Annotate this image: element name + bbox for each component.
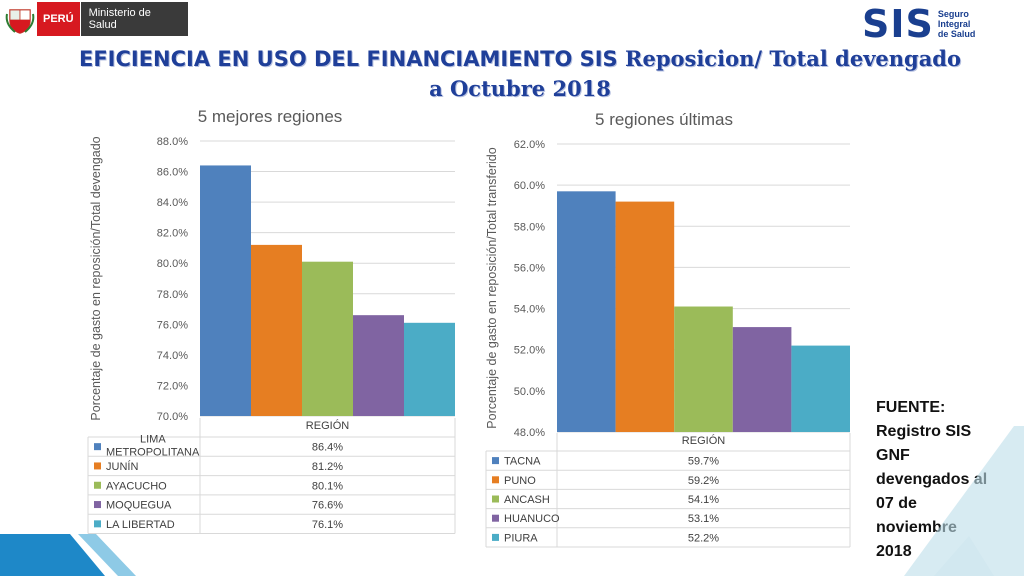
y-tick-label: 82.0% xyxy=(157,228,188,240)
legend-label-line: METROPOLITANA xyxy=(106,447,200,459)
data-value-label: 54.1% xyxy=(688,494,719,506)
data-value-label: 81.2% xyxy=(312,461,343,473)
data-value-label: 76.6% xyxy=(312,500,343,512)
legend-swatch xyxy=(492,457,499,465)
bottom-left-decoration xyxy=(0,534,136,576)
legend-label: LIMA METROPOLITANA xyxy=(106,434,200,459)
legend-label: HUANUCO xyxy=(504,513,560,525)
y-tick-label: 86.0% xyxy=(157,167,188,179)
data-value-label: 76.1% xyxy=(312,519,343,531)
chart-title: 5 regiones últimas xyxy=(595,110,733,129)
slide-title-line-2: a Octubre 2018 xyxy=(429,76,611,101)
legend-swatch xyxy=(94,443,101,451)
y-axis-label: Porcentaje de gasto en reposición/Total … xyxy=(485,147,499,428)
y-tick-label: 72.0% xyxy=(157,380,188,392)
legend-label: MOQUEGUA xyxy=(106,500,172,512)
data-value-label: 52.2% xyxy=(688,532,719,544)
source-line: devengados al xyxy=(876,471,988,488)
legend-label: TACNA xyxy=(504,456,541,468)
y-tick-label: 54.0% xyxy=(514,304,545,316)
legend-label: PIURA xyxy=(504,532,538,544)
legend-swatch xyxy=(94,520,101,528)
y-tick-label: 48.0% xyxy=(514,427,545,439)
slide-title: EFICIENCIA EN USO DEL FINANCIAMIENTO SIS… xyxy=(20,44,1020,103)
slide-title-part-1: EFICIENCIA EN USO DEL FINANCIAMIENTO SIS xyxy=(78,47,618,71)
legend-swatch xyxy=(492,476,499,484)
y-tick-label: 58.0% xyxy=(514,221,545,233)
bar xyxy=(791,345,850,432)
bar xyxy=(404,322,455,416)
data-value-label: 59.7% xyxy=(688,456,719,468)
legend-swatch xyxy=(94,501,101,509)
bar xyxy=(302,261,353,416)
source-line: FUENTE: xyxy=(876,399,946,416)
source-note: FUENTE: Registro SIS GNF devengados al 0… xyxy=(876,396,1001,564)
source-line: 2018 xyxy=(876,543,912,560)
deco-shape xyxy=(78,534,136,576)
legend-label: LA LIBERTAD xyxy=(106,519,175,531)
legend-label-line: LIMA xyxy=(140,434,166,446)
peru-ministry-logo: PERÚ Ministerio de Salud xyxy=(3,2,188,36)
bar xyxy=(732,327,792,432)
deco-shape xyxy=(904,426,1024,576)
bar xyxy=(615,201,675,432)
data-value-label: 53.1% xyxy=(688,513,719,525)
deco-shape xyxy=(0,534,105,576)
deco-shape xyxy=(934,536,994,576)
legend-label: AYACUCHO xyxy=(106,480,167,492)
y-tick-label: 50.0% xyxy=(514,386,545,398)
peru-label: PERÚ xyxy=(37,2,80,36)
x-axis-label: REGIÓN xyxy=(682,434,725,447)
sis-subtitle-line: Seguro xyxy=(937,9,969,19)
y-tick-label: 56.0% xyxy=(514,262,545,274)
chart-worst-regions: 48.0% 50.0% 52.0% 54.0% 56.0% 58.0% 60.0% 62.0%… xyxy=(485,110,851,548)
bar xyxy=(674,306,733,432)
y-tick-label: 78.0% xyxy=(157,289,188,301)
data-value-label: 80.1% xyxy=(312,480,343,492)
bar xyxy=(353,315,404,416)
bar xyxy=(200,165,251,416)
legend-label: PUNO xyxy=(504,475,536,487)
legend-swatch xyxy=(492,533,499,541)
legend-label: JUNÍN xyxy=(106,460,138,473)
legend-label: ANCASH xyxy=(504,494,550,506)
chart-best-regions: 70.0% 72.0% 74.0% 76.0% 78.0% 80.0% 82.0% 84.0%… xyxy=(87,107,456,534)
data-value-label: 59.2% xyxy=(688,475,719,487)
slide-title-part-2: Reposicion/ Total devengado xyxy=(625,46,961,71)
ministry-label: Ministerio de Salud xyxy=(79,2,188,36)
data-value-label: 86.4% xyxy=(312,442,343,454)
legend-swatch xyxy=(94,481,101,489)
y-tick-label: 88.0% xyxy=(157,136,188,148)
legend-swatch xyxy=(492,495,499,503)
source-line: GNF xyxy=(876,447,910,464)
legend-swatch xyxy=(94,462,101,470)
sis-logo: SIS Seguro Integral de Salud xyxy=(862,4,975,44)
sis-subtitle-line: Integral xyxy=(937,19,971,29)
source-line: Registro SIS xyxy=(876,423,972,440)
y-tick-label: 52.0% xyxy=(514,345,545,357)
y-tick-label: 70.0% xyxy=(157,411,188,423)
bar xyxy=(557,191,616,432)
legend-swatch xyxy=(492,514,499,522)
y-tick-label: 60.0% xyxy=(514,180,545,192)
peru-coat-of-arms-icon xyxy=(3,2,37,36)
bar xyxy=(251,244,302,416)
sis-logo-subtitle: Seguro Integral de Salud xyxy=(938,9,976,39)
sis-subtitle-line: de Salud xyxy=(937,29,976,39)
y-tick-label: 76.0% xyxy=(157,319,188,331)
source-line: 07 de xyxy=(876,495,917,512)
chart-title: 5 mejores regiones xyxy=(198,107,343,126)
x-axis-label: REGIÓN xyxy=(306,419,349,432)
y-tick-label: 80.0% xyxy=(157,258,188,270)
y-tick-label: 74.0% xyxy=(157,350,188,362)
y-tick-label: 84.0% xyxy=(157,197,188,209)
bottom-right-decoration xyxy=(904,426,1024,576)
slide-title-line-1: EFICIENCIA EN USO DEL FINANCIAMIENTO SIS… xyxy=(20,44,1020,74)
y-axis-label: Porcentaje de gasto en reposición/Total … xyxy=(89,136,103,420)
y-tick-label: 62.0% xyxy=(514,139,545,151)
sis-logo-text: SIS xyxy=(862,2,934,46)
